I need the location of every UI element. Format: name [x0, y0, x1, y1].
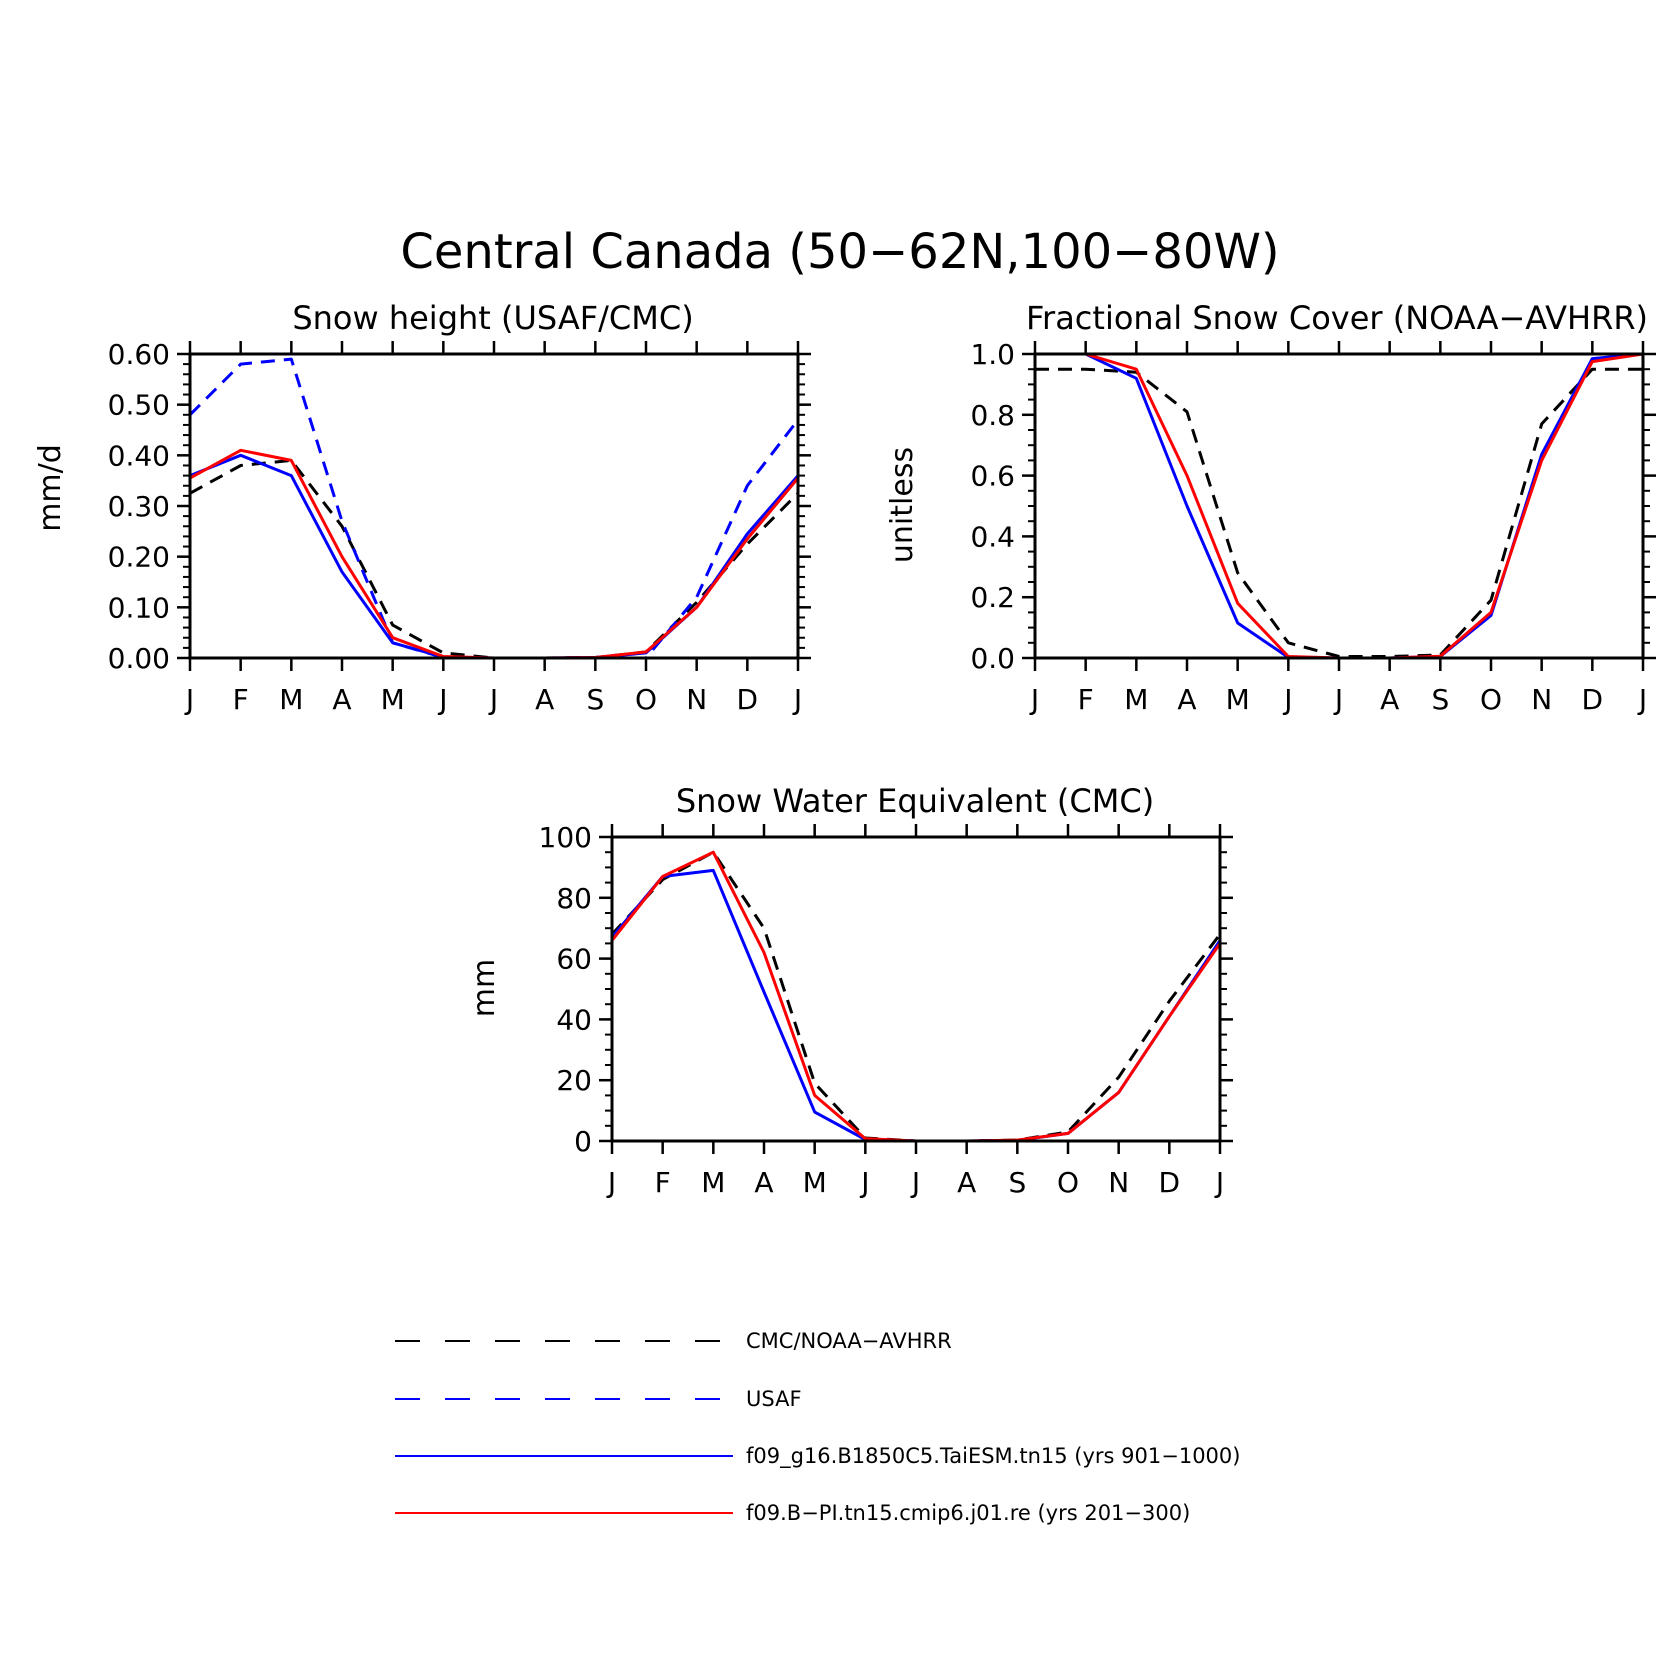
swe-xtick-label: D [1159, 1166, 1181, 1199]
snow-cover-xtick-label: M [1226, 683, 1250, 716]
snow-cover-xtick-label: M [1124, 683, 1148, 716]
snow-height-xtick-label: J [184, 683, 194, 716]
snow-height-xtick-label: S [586, 683, 604, 716]
swe-ytick-label: 60 [556, 943, 592, 976]
swe-ytick-label: 20 [556, 1064, 592, 1097]
swe-ytick-label: 40 [556, 1003, 592, 1036]
snow-height-series-obs [189, 458, 800, 660]
snow-height-plot-frame [188, 352, 800, 660]
snow-cover-xtick-label: J [1333, 683, 1343, 716]
snow-height-ytick-label: 0.40 [108, 439, 170, 472]
swe-xtick-label: S [1008, 1166, 1026, 1199]
snow-cover-xtick-label: A [1177, 683, 1196, 716]
snow-cover-xtick-label: J [1282, 683, 1292, 716]
swe-xtick-label: M [803, 1166, 827, 1199]
snow-cover-xtick-label: J [1029, 683, 1039, 716]
legend-label-usaf: USAF [746, 1387, 802, 1411]
snow-cover-xtick-label: N [1531, 683, 1552, 716]
legend-label-taiesm: f09_g16.B1850C5.TaiESM.tn15 (yrs 901−100… [746, 1444, 1240, 1469]
swe-ytick-label: 80 [556, 882, 592, 915]
snow-height-ytick-label: 0.00 [108, 642, 170, 675]
snow-cover-ytick-label: 0.6 [970, 460, 1015, 493]
swe-series-obs [610, 850, 1222, 1143]
legend: CMC/NOAA−AVHRR USAF f09_g16.B1850C5.TaiE… [395, 1329, 1240, 1525]
snow-cover-series-cmip6 [1035, 352, 1644, 660]
snow-height-xtick-label: O [635, 683, 657, 716]
snow-height-xtick-label: D [737, 683, 759, 716]
snow-height-series-taiesm [189, 453, 800, 660]
snow-height-ytick-label: 0.10 [108, 591, 170, 624]
swe-title: Snow Water Equivalent (CMC) [676, 782, 1154, 820]
snow-cover-ylabel: unitless [885, 447, 920, 563]
snow-cover-xtick-label: S [1431, 683, 1449, 716]
snow-height-ytick-label: 0.60 [108, 338, 170, 371]
swe-xtick-label: J [606, 1166, 616, 1199]
snow-cover-ytick-label: 0.4 [970, 520, 1015, 553]
snow-cover-xtick-label: A [1380, 683, 1399, 716]
snow-height-ytick-label: 0.20 [108, 541, 170, 574]
snow-cover-xtick-label: D [1582, 683, 1604, 716]
snow-height-ytick-label: 0.30 [108, 490, 170, 523]
snow-height-xtick-label: J [437, 683, 447, 716]
snow-cover-series-obs [1035, 367, 1643, 658]
snow-height-series-cmip6 [189, 448, 800, 660]
swe-ytick-label: 0 [574, 1125, 592, 1158]
swe-xtick-label: J [859, 1166, 869, 1199]
snow-height-xtick-label: M [279, 683, 303, 716]
swe-ytick-label: 100 [539, 821, 592, 854]
swe-xtick-label: A [957, 1166, 976, 1199]
swe-series-taiesm [610, 868, 1222, 1143]
snow-cover-xtick-label: O [1480, 683, 1502, 716]
snow-height-xtick-label: M [381, 683, 405, 716]
snow-cover-xtick-label: J [1637, 683, 1647, 716]
snow-cover-xtick-label: F [1078, 683, 1094, 716]
swe-xtick-label: M [701, 1166, 725, 1199]
figure-title: Central Canada (50−62N,100−80W) [400, 224, 1279, 280]
snow-height-xtick-label: A [535, 683, 554, 716]
swe-xtick-label: O [1057, 1166, 1079, 1199]
snow-cover-ytick-label: 0.8 [970, 399, 1015, 432]
snow-cover-ytick-label: 0.2 [970, 581, 1015, 614]
legend-label-obs: CMC/NOAA−AVHRR [746, 1329, 952, 1353]
snow-height-series-usaf [188, 357, 800, 660]
snow-height-ylabel: mm/d [33, 444, 68, 532]
swe-xtick-label: A [754, 1166, 773, 1199]
snow-cover-ytick-label: 1.0 [970, 338, 1015, 371]
swe-ylabel: mm [467, 959, 502, 1017]
swe-plot-frame [610, 835, 1222, 1143]
snow-cover-panel: Fractional Snow Cover (NOAA−AVHRR) unitl… [885, 299, 1656, 716]
snow-cover-ytick-label: 0.0 [970, 642, 1015, 675]
snow-cover-title: Fractional Snow Cover (NOAA−AVHRR) [1026, 299, 1648, 337]
swe-xtick-label: J [910, 1166, 920, 1199]
snow-height-ytick-label: 0.50 [108, 389, 170, 422]
snow-height-title: Snow height (USAF/CMC) [292, 299, 693, 337]
snow-height-xtick-label: N [686, 683, 707, 716]
swe-xtick-label: J [1214, 1166, 1224, 1199]
snow-height-xtick-label: F [233, 683, 249, 716]
swe-xtick-label: F [655, 1166, 671, 1199]
snow-height-xtick-label: A [332, 683, 351, 716]
snow-height-xtick-label: J [792, 683, 802, 716]
legend-label-cmip6: f09.B−PI.tn15.cmip6.j01.re (yrs 201−300) [746, 1501, 1190, 1525]
swe-series-cmip6 [610, 850, 1222, 1143]
snow-height-xtick-label: J [488, 683, 498, 716]
snow-cover-plot-frame [1033, 352, 1645, 660]
swe-xtick-label: N [1108, 1166, 1129, 1199]
snow-cover-series-taiesm [1035, 352, 1644, 660]
